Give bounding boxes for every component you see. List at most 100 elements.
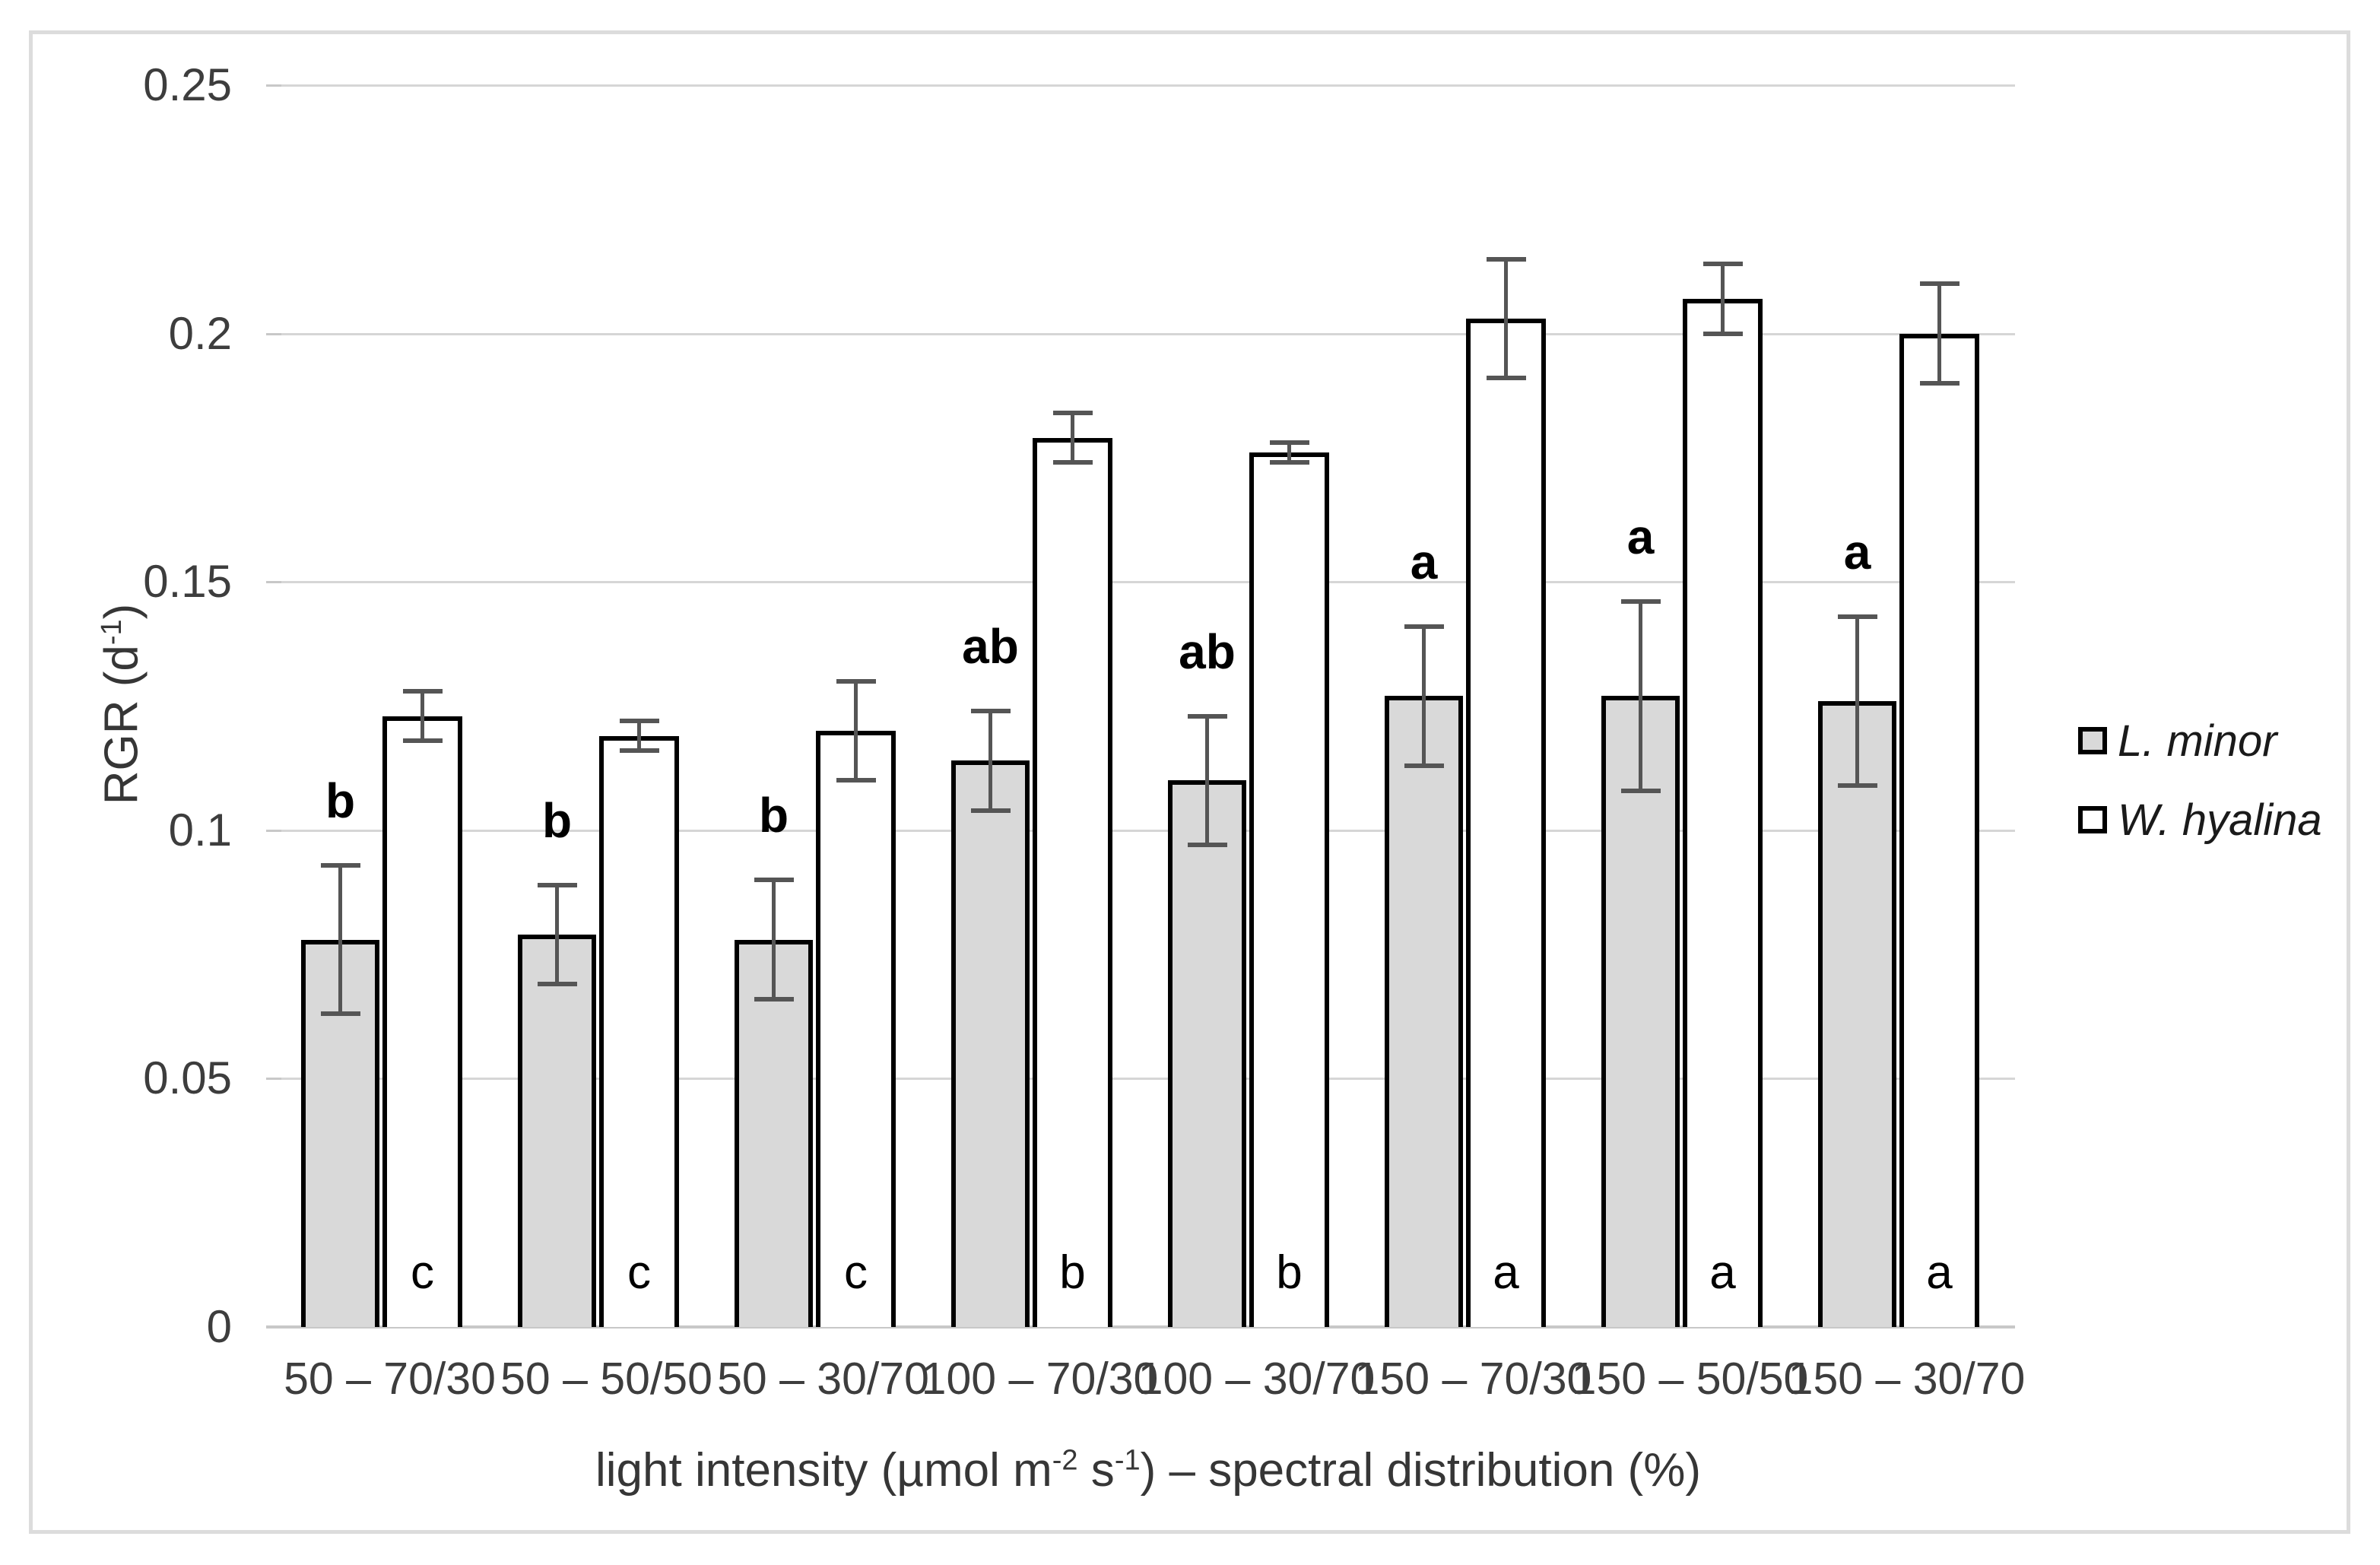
y-axis-tick xyxy=(266,829,281,832)
error-bar-cap-top-l-minor xyxy=(1837,614,1877,619)
error-bar-cap-bottom-l-minor xyxy=(1404,763,1444,768)
error-bar-cap-bottom-w-hyalina xyxy=(1052,460,1093,465)
x-axis-title-superscript-1: -2 xyxy=(1052,1444,1078,1477)
bar-w-hyalina xyxy=(1466,319,1546,1327)
error-bar-cap-bottom-w-hyalina xyxy=(619,748,659,754)
legend-label-l-minor: L. minor xyxy=(2118,716,2277,766)
significance-letter-l-minor: b xyxy=(325,773,356,828)
error-bar-cap-top-l-minor xyxy=(1620,599,1661,605)
error-bar-cap-bottom-l-minor xyxy=(1837,783,1877,788)
bar-w-hyalina xyxy=(1249,452,1329,1327)
error-bar-cap-top-w-hyalina xyxy=(619,719,659,724)
significance-letter-l-minor: b xyxy=(541,792,573,848)
significance-letter-l-minor: ab xyxy=(1179,624,1236,679)
y-axis-tick-label: 0.25 xyxy=(143,59,232,110)
significance-letter-w-hyalina: b xyxy=(1059,1246,1086,1299)
x-axis-tick-label: 100 – 30/70 xyxy=(1138,1354,1376,1404)
x-axis-tick-label: 150 – 50/50 xyxy=(1571,1354,1809,1404)
error-bar-cap-bottom-w-hyalina xyxy=(836,778,876,783)
error-bar-cap-bottom-l-minor xyxy=(320,1011,360,1017)
error-bar-cap-top-l-minor xyxy=(537,882,577,887)
bar-l-minor xyxy=(1818,700,1896,1327)
y-axis-title-text: RGR (d xyxy=(95,645,148,805)
legend: L. minor W. hyalina xyxy=(2078,713,2322,871)
error-bar-cap-bottom-w-hyalina xyxy=(1919,380,1960,386)
y-axis-title: RGR (d-1) xyxy=(95,604,149,805)
error-bar-cap-bottom-w-hyalina xyxy=(402,738,443,744)
gridline xyxy=(281,581,2015,584)
significance-letter-l-minor: ab xyxy=(962,619,1019,675)
error-bar-w-hyalina xyxy=(1287,443,1291,463)
error-bar-cap-top-w-hyalina xyxy=(1486,256,1526,262)
error-bar-cap-top-w-hyalina xyxy=(836,678,876,684)
gridline xyxy=(281,829,2015,832)
error-bar-w-hyalina xyxy=(1504,259,1508,379)
y-axis-tick-label: 0.2 xyxy=(168,307,232,359)
error-bar-l-minor xyxy=(1422,626,1426,766)
error-bar-l-minor xyxy=(1855,616,1859,786)
error-bar-cap-bottom-w-hyalina xyxy=(1269,460,1309,465)
error-bar-w-hyalina xyxy=(854,681,858,781)
error-bar-cap-bottom-l-minor xyxy=(537,982,577,987)
bar-l-minor xyxy=(1385,696,1463,1327)
x-axis-tick-label: 50 – 50/50 xyxy=(500,1354,712,1404)
bar-w-hyalina xyxy=(1899,333,1979,1327)
error-bar-cap-bottom-w-hyalina xyxy=(1702,331,1743,336)
legend-label-w-hyalina: W. hyalina xyxy=(2118,795,2322,845)
bar-l-minor xyxy=(518,934,596,1327)
bar-w-hyalina xyxy=(1033,437,1112,1327)
error-bar-l-minor xyxy=(555,884,559,985)
x-axis-tick-label: 50 – 30/70 xyxy=(717,1354,929,1404)
gridline xyxy=(281,84,2015,87)
error-bar-cap-bottom-l-minor xyxy=(970,808,1011,813)
error-bar-cap-bottom-l-minor xyxy=(1187,843,1227,848)
y-axis-tick xyxy=(266,84,281,87)
error-bar-cap-top-w-hyalina xyxy=(1702,262,1743,267)
error-bar-w-hyalina xyxy=(1721,264,1725,334)
x-axis-title: light intensity (µmol m-2 s-1) – spectra… xyxy=(388,1443,1909,1497)
bar-l-minor xyxy=(951,760,1030,1327)
significance-letter-l-minor: a xyxy=(1626,509,1655,565)
error-bar-cap-top-l-minor xyxy=(1404,624,1444,629)
gridline xyxy=(281,332,2015,335)
y-axis-tick xyxy=(266,1078,281,1081)
error-bar-cap-top-w-hyalina xyxy=(1919,281,1960,287)
y-axis-title-text-end: ) xyxy=(95,603,148,620)
error-bar-w-hyalina xyxy=(637,721,641,751)
x-axis-tick-label: 100 – 70/30 xyxy=(921,1354,1159,1404)
x-axis-tick-label: 150 – 70/30 xyxy=(1354,1354,1592,1404)
x-axis-title-text-mid: s xyxy=(1077,1444,1115,1497)
significance-letter-w-hyalina: c xyxy=(627,1246,651,1299)
error-bar-w-hyalina xyxy=(1937,284,1941,383)
significance-letter-l-minor: a xyxy=(1843,524,1871,579)
significance-letter-l-minor: a xyxy=(1410,534,1438,589)
x-axis-tick-label: 50 – 70/30 xyxy=(284,1354,496,1404)
bar-w-hyalina xyxy=(599,735,679,1327)
significance-letter-w-hyalina: a xyxy=(1926,1246,1953,1299)
error-bar-cap-top-w-hyalina xyxy=(402,688,443,694)
x-axis-line xyxy=(266,1325,2015,1329)
y-axis-tick-label: 0.15 xyxy=(143,556,232,608)
error-bar-l-minor xyxy=(772,880,776,999)
legend-item-w-hyalina: W. hyalina xyxy=(2078,792,2322,847)
x-axis-title-superscript-2: -1 xyxy=(1114,1444,1141,1477)
error-bar-cap-top-l-minor xyxy=(970,709,1011,714)
y-axis-title-superscript: -1 xyxy=(95,619,128,646)
error-bar-cap-top-w-hyalina xyxy=(1052,411,1093,416)
x-axis-tick-label: 150 – 30/70 xyxy=(1788,1354,2026,1404)
bar-w-hyalina xyxy=(1683,298,1763,1327)
significance-letter-l-minor: b xyxy=(758,788,789,843)
error-bar-l-minor xyxy=(988,711,992,811)
significance-letter-w-hyalina: b xyxy=(1276,1246,1303,1299)
bar-l-minor xyxy=(735,939,813,1327)
significance-letter-w-hyalina: c xyxy=(411,1246,434,1299)
gridline xyxy=(281,1078,2015,1081)
error-bar-w-hyalina xyxy=(420,690,424,741)
error-bar-w-hyalina xyxy=(1071,413,1074,463)
error-bar-cap-bottom-w-hyalina xyxy=(1486,376,1526,381)
x-axis-title-text-end: ) – spectral distribution (%) xyxy=(1140,1444,1701,1497)
legend-swatch-l-minor xyxy=(2078,727,2107,754)
error-bar-l-minor xyxy=(338,865,342,1014)
error-bar-l-minor xyxy=(1205,716,1209,846)
